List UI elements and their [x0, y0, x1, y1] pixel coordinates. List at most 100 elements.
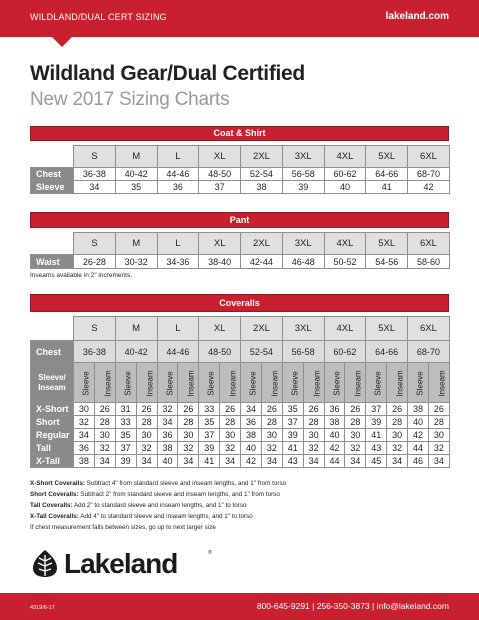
size-label: L: [156, 316, 200, 341]
cell-value: 68-70: [407, 340, 450, 363]
inseam-subheader: Inseam: [219, 362, 242, 403]
row-label: Waist: [30, 254, 74, 269]
size-label: 2XL: [240, 145, 283, 168]
table-row: Short 32 28 33 28 34 28 35 28 36 28 37 28 38 28 39 28 40 2…: [30, 415, 450, 429]
cell-value: 33: [114, 415, 137, 429]
sleeve-subheader: Sleeve: [114, 362, 137, 403]
footnote-text: Add 2" to standard sleeve and inseam len…: [72, 502, 247, 509]
cell-value: 64-66: [365, 340, 409, 363]
cell-value: 43: [365, 441, 388, 455]
table-row: Sleeve 34 35 36 37 38 39 40 41 42: [30, 180, 450, 194]
cell-value: 48-50: [198, 340, 242, 363]
table-row: Chest 36-38 40-42 44-46 48-50 52-54 56-58 60-62…: [30, 167, 450, 181]
cell-value: 38: [407, 402, 429, 416]
size-header-row: S M L XL 2XL 3XL 4XL 5XL 6XL: [30, 316, 450, 341]
sleeve-inseam-label-line2: Inseam: [38, 382, 66, 392]
cell-value: 41: [365, 428, 388, 442]
sleeve-subheader: Sleeve: [407, 362, 429, 403]
cell-value: 68-70: [407, 167, 450, 181]
cell-value: 60-62: [323, 167, 367, 181]
size-label: 4XL: [323, 316, 367, 341]
cell-value: 44: [407, 441, 429, 455]
cell-value: 30: [386, 428, 409, 442]
cell-value: 32: [427, 441, 450, 455]
cell-value: 56-58: [281, 167, 325, 181]
cell-value: 30: [344, 428, 367, 442]
cell-value: 44-46: [156, 340, 200, 363]
cell-value: 32: [260, 441, 283, 455]
cell-value: 26: [260, 402, 283, 416]
subheader-text: Sleeve: [248, 370, 258, 396]
cell-value: 36-38: [73, 340, 116, 363]
cell-value: 46-48: [281, 254, 325, 269]
cell-value: 45: [365, 454, 388, 468]
cell-value: 42: [407, 180, 450, 194]
cell-value: 33: [198, 402, 221, 416]
inseam-subheader: Inseam: [260, 362, 283, 403]
cell-value: 36: [73, 441, 95, 455]
sleeve-subheader: Sleeve: [323, 362, 346, 403]
coveralls-table: S M L XL 2XL 3XL 4XL 5XL 6XL Chest 36-38 40-42 44-46…: [30, 316, 450, 468]
cell-value: 41: [198, 454, 221, 468]
sleeve-inseam-header-row: Sleeve/Inseam Sleeve Inseam Sleeve Inseam Sle…: [30, 362, 450, 403]
sleeve-subheader: Sleeve: [281, 362, 304, 403]
cell-value: 52-54: [240, 167, 283, 181]
cell-value: 42: [407, 428, 429, 442]
cell-value: 26: [177, 402, 200, 416]
footnote-line: X-Short Coveralls: Subtract 4" from stan…: [30, 478, 286, 489]
cell-value: 30: [260, 428, 283, 442]
cell-value: 34: [135, 454, 158, 468]
cell-value: 32: [73, 415, 95, 429]
subheader-text: Inseam: [312, 369, 322, 397]
cell-value: 30: [93, 428, 116, 442]
table-row: X-Tall 38 34 39 34 40 34 41 34 42 34 43 34 44 34 45 34 46…: [30, 454, 450, 468]
footnote-term: X-Short Coveralls:: [30, 480, 85, 487]
cell-value: 43: [281, 454, 304, 468]
cell-value: 39: [365, 415, 388, 429]
size-label: M: [114, 316, 158, 341]
cell-value: 35: [114, 180, 158, 194]
table-row: X-Short 30 26 31 26 32 26 33 26 34 26 35 26 36 26 37 26 3…: [30, 402, 450, 416]
logo-wordmark: Lakeland: [64, 548, 178, 579]
cell-value: 36: [240, 415, 262, 429]
cell-value: 32: [93, 441, 116, 455]
subheader-text: Sleeve: [374, 370, 384, 396]
cell-value: 38: [323, 415, 346, 429]
cell-value: 42-44: [240, 254, 283, 269]
subheader-text: Sleeve: [81, 370, 91, 396]
cell-value: 35: [114, 428, 137, 442]
cell-value: 39: [114, 454, 137, 468]
footnote-line: X-Tall Coveralls: Add 4" to standard sle…: [30, 511, 286, 522]
coveralls-heading: Coveralls: [30, 294, 449, 312]
cell-value: 26: [344, 402, 367, 416]
cell-value: 36-38: [73, 167, 116, 181]
size-label: XL: [198, 232, 242, 255]
cell-value: 37: [198, 180, 242, 194]
size-label: 4XL: [323, 145, 367, 168]
header-website-link[interactable]: lakeland.com: [385, 11, 449, 22]
cell-value: 26: [427, 402, 450, 416]
cell-value: 34: [302, 454, 325, 468]
size-label: 4XL: [323, 232, 367, 255]
cell-value: 34: [260, 454, 283, 468]
page-title: Wildland Gear/Dual Certified: [30, 62, 305, 85]
cell-value: 28: [93, 415, 116, 429]
cell-value: 38: [240, 428, 262, 442]
cell-value: 34: [73, 428, 95, 442]
subheader-text: Inseam: [270, 369, 280, 397]
cell-value: 26-28: [73, 254, 116, 269]
cell-value: 32: [135, 441, 158, 455]
size-label: XL: [198, 316, 242, 341]
cell-value: 28: [177, 415, 200, 429]
row-label: X-Short: [30, 402, 74, 416]
subheader-text: Sleeve: [123, 370, 133, 396]
size-label: 3XL: [281, 232, 325, 255]
cell-value: 58-60: [407, 254, 450, 269]
cell-value: 34: [427, 454, 450, 468]
cell-value: 37: [365, 402, 388, 416]
inseam-subheader: Inseam: [427, 362, 450, 403]
cell-value: 28: [344, 415, 367, 429]
cell-value: 40: [407, 415, 429, 429]
sleeve-subheader: Sleeve: [240, 362, 262, 403]
size-label: M: [114, 145, 158, 168]
